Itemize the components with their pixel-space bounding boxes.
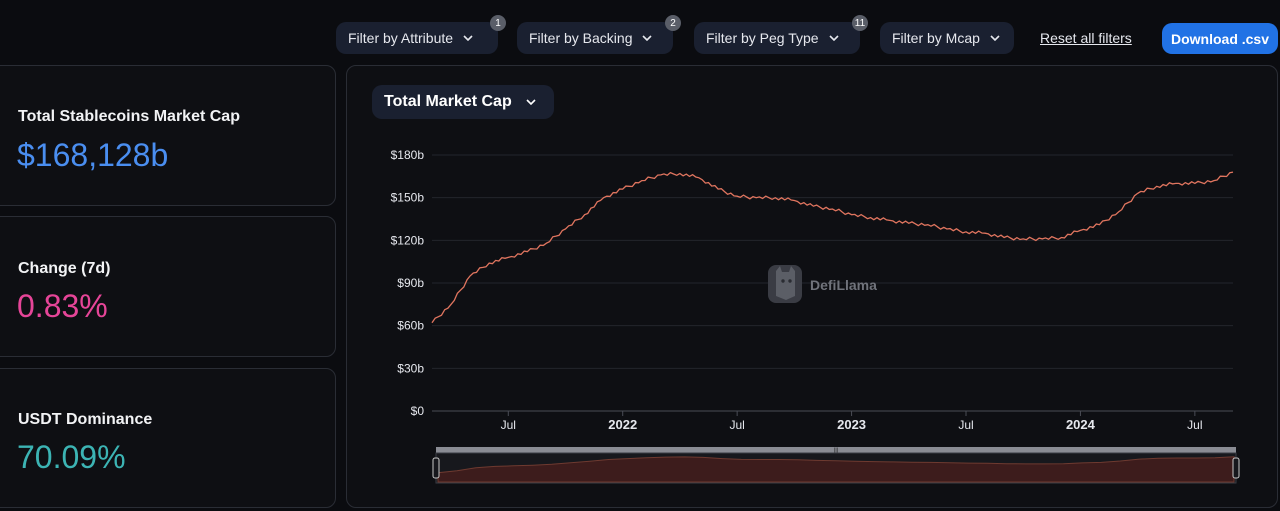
filter-count-badge: 2 bbox=[665, 15, 681, 31]
chevron-down-icon bbox=[526, 99, 536, 105]
y-axis: $0 $30b $60b $90b $120b $150b $180b bbox=[391, 148, 425, 418]
filter-count-badge: 11 bbox=[852, 15, 868, 31]
y-tick-label: $120b bbox=[391, 233, 425, 247]
market-cap-series-line bbox=[431, 171, 1234, 324]
card-value: 70.09% bbox=[17, 439, 126, 475]
chart-type-select[interactable]: Total Market Cap bbox=[372, 85, 554, 119]
chevron-down-icon bbox=[829, 35, 839, 41]
change-7d-card: Change (7d) 0.83% bbox=[0, 216, 336, 357]
total-market-cap-card: Total Stablecoins Market Cap $168,128b bbox=[0, 65, 336, 206]
x-tick-label: 2022 bbox=[608, 417, 637, 432]
filter-label: Filter by Mcap bbox=[892, 30, 980, 46]
card-label: USDT Dominance bbox=[18, 411, 153, 428]
y-tick-label: $30b bbox=[397, 361, 424, 375]
card-label: Change (7d) bbox=[18, 260, 111, 277]
watermark: DefiLlama bbox=[768, 265, 877, 303]
x-tick-label: Jul bbox=[958, 418, 973, 432]
filter-by-backing-button[interactable]: Filter by Backing 2 bbox=[517, 15, 681, 54]
x-tick-label: 2023 bbox=[837, 417, 866, 432]
download-csv-button[interactable]: Download .csv bbox=[1162, 23, 1278, 54]
chevron-down-icon bbox=[642, 35, 653, 41]
chart-select-label: Total Market Cap bbox=[384, 93, 512, 110]
chevron-down-icon bbox=[463, 35, 473, 41]
llama-logo-icon bbox=[768, 265, 802, 303]
y-tick-label: $90b bbox=[397, 276, 424, 290]
grip-icon: ||| bbox=[834, 448, 839, 454]
watermark-text: DefiLlama bbox=[810, 277, 877, 293]
y-tick-label: $150b bbox=[391, 191, 425, 205]
filter-label: Filter by Attribute bbox=[348, 30, 454, 46]
x-axis: Jul 2022 Jul 2023 Jul 2024 Jul bbox=[501, 411, 1203, 432]
x-tick-label: Jul bbox=[729, 418, 744, 432]
y-tick-label: $0 bbox=[411, 404, 425, 418]
chevron-down-icon bbox=[990, 35, 1000, 41]
brush-preview-area bbox=[437, 456, 1235, 483]
filter-label: Filter by Peg Type bbox=[706, 30, 819, 46]
card-label: Total Stablecoins Market Cap bbox=[18, 108, 240, 125]
card-value: $168,128b bbox=[17, 137, 169, 173]
top-filter-bar: Filter by Attribute 1 Filter by Backing … bbox=[0, 0, 1280, 64]
range-brush[interactable]: ||| bbox=[432, 447, 1240, 484]
chart-grid bbox=[432, 154, 1233, 412]
usdt-dominance-card: USDT Dominance 70.09% bbox=[0, 368, 336, 508]
chart-panel bbox=[346, 65, 1278, 508]
filter-by-peg-type-button[interactable]: Filter by Peg Type 11 bbox=[694, 15, 868, 54]
brush-left-handle[interactable] bbox=[432, 457, 440, 479]
y-tick-label: $180b bbox=[391, 148, 425, 162]
filter-label: Filter by Backing bbox=[529, 30, 633, 46]
x-tick-label: Jul bbox=[1187, 418, 1202, 432]
card-value: 0.83% bbox=[17, 288, 108, 324]
reset-filters-link[interactable]: Reset all filters bbox=[1040, 30, 1132, 46]
brush-right-handle[interactable] bbox=[1232, 457, 1240, 479]
x-tick-label: 2024 bbox=[1066, 417, 1096, 432]
y-tick-label: $60b bbox=[397, 319, 424, 333]
brush-top-bar[interactable] bbox=[436, 447, 1236, 453]
x-tick-label: Jul bbox=[501, 418, 516, 432]
filter-by-attribute-button[interactable]: Filter by Attribute 1 bbox=[336, 15, 506, 54]
filter-by-mcap-button[interactable]: Filter by Mcap bbox=[880, 22, 1014, 54]
filter-count-badge: 1 bbox=[490, 15, 506, 31]
